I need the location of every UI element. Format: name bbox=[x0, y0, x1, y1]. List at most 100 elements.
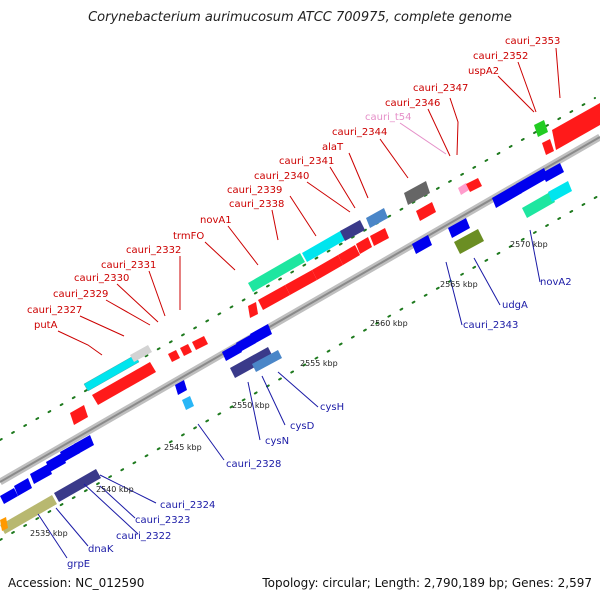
label-cauri-2324[interactable]: cauri_2324 bbox=[160, 500, 215, 511]
feature-lightblue[interactable] bbox=[182, 396, 194, 410]
feature-blue-1[interactable] bbox=[14, 478, 32, 496]
feature-blue-8[interactable] bbox=[448, 218, 470, 238]
label-udgA[interactable]: udgA bbox=[502, 300, 528, 311]
scale-label: 2570 kbp bbox=[510, 240, 548, 249]
feature-blue-3[interactable] bbox=[46, 453, 66, 472]
label-cauri-2340[interactable]: cauri_2340 bbox=[254, 171, 309, 182]
feature-red-16[interactable] bbox=[542, 139, 554, 155]
feature-red-3[interactable] bbox=[168, 350, 180, 362]
label-cauri-2352[interactable]: cauri_2352 bbox=[473, 51, 528, 62]
label-novA2[interactable]: novA2 bbox=[540, 277, 572, 288]
feature-blue-4[interactable] bbox=[60, 443, 80, 462]
label-cauri-2331[interactable]: cauri_2331 bbox=[101, 260, 156, 271]
feature-putA[interactable] bbox=[83, 354, 140, 392]
feature-cauri-2322[interactable] bbox=[54, 469, 101, 502]
label-cauri-2344[interactable]: cauri_2344 bbox=[332, 127, 387, 138]
feature-cauri-2344[interactable] bbox=[404, 181, 430, 205]
feature-trmFO[interactable] bbox=[248, 253, 305, 292]
feature-red-2[interactable] bbox=[70, 405, 88, 425]
feature-grpE[interactable] bbox=[0, 488, 18, 504]
feature-red-4[interactable] bbox=[180, 344, 192, 356]
label-cauri-2338[interactable]: cauri_2338 bbox=[229, 199, 284, 210]
feature-red-11[interactable] bbox=[370, 228, 389, 246]
label-cauri-2343[interactable]: cauri_2343 bbox=[463, 320, 518, 331]
label-trmFO[interactable]: trmFO bbox=[173, 231, 204, 242]
leader-trna bbox=[399, 122, 447, 155]
label-cauri-2346[interactable]: cauri_2346 bbox=[385, 98, 440, 109]
feature-blue-2[interactable] bbox=[30, 464, 52, 484]
feature-red-7[interactable] bbox=[285, 270, 317, 295]
accession-text: Accession: NC_012590 bbox=[8, 576, 145, 590]
feature-cysD[interactable] bbox=[230, 347, 273, 378]
label-cauri-2339[interactable]: cauri_2339 bbox=[227, 185, 282, 196]
scale-label-group: 2535 kbp 2540 kbp 2545 kbp 2550 kbp 2555… bbox=[30, 240, 548, 538]
label-alaT[interactable]: alaT bbox=[322, 142, 344, 153]
feature-red-5[interactable] bbox=[192, 336, 208, 350]
scale-label: 2545 kbp bbox=[164, 443, 202, 452]
label-cysN[interactable]: cysN bbox=[265, 436, 289, 447]
map-title: Corynebacterium aurimucosum ATCC 700975,… bbox=[88, 10, 512, 25]
label-cauri-2353[interactable]: cauri_2353 bbox=[505, 36, 560, 47]
label-cauri-2328[interactable]: cauri_2328 bbox=[226, 459, 281, 470]
feature-blue-7[interactable] bbox=[250, 324, 272, 344]
label-cauri-2327[interactable]: cauri_2327 bbox=[27, 305, 82, 316]
reverse-features bbox=[0, 163, 572, 534]
feature-red-14[interactable] bbox=[466, 178, 482, 192]
feature-blue-11[interactable] bbox=[542, 163, 564, 182]
label-cauri-2347[interactable]: cauri_2347 bbox=[413, 83, 468, 94]
label-cysD[interactable]: cysD bbox=[290, 421, 315, 432]
label-dnaK[interactable]: dnaK bbox=[88, 544, 114, 555]
feature-cyan-2[interactable] bbox=[548, 181, 572, 202]
feature-orange[interactable] bbox=[0, 517, 8, 531]
feature-cauri-2353[interactable] bbox=[534, 120, 548, 137]
feature-cauri-2328[interactable] bbox=[175, 380, 187, 395]
feature-cauri-2339[interactable] bbox=[340, 220, 365, 241]
label-cauri-2322[interactable]: cauri_2322 bbox=[116, 531, 171, 542]
feature-blue-10[interactable] bbox=[516, 168, 548, 194]
label-cauri-2329[interactable]: cauri_2329 bbox=[53, 289, 108, 300]
scale-label: 2560 kbp bbox=[370, 319, 408, 328]
feature-cysH[interactable] bbox=[252, 350, 282, 372]
feature-blue-5[interactable] bbox=[74, 435, 94, 454]
feature-red-1[interactable] bbox=[92, 362, 156, 405]
scale-label: 2540 kbp bbox=[96, 485, 134, 494]
label-cauri-2330[interactable]: cauri_2330 bbox=[74, 273, 129, 284]
label-grpE[interactable]: grpE bbox=[67, 559, 90, 570]
feature-red-9[interactable] bbox=[338, 245, 360, 265]
label-cauri-2341[interactable]: cauri_2341 bbox=[279, 156, 334, 167]
feature-alaT[interactable] bbox=[366, 208, 388, 228]
leaders-top bbox=[57, 47, 561, 356]
feature-blue-9[interactable] bbox=[492, 183, 522, 208]
label-cauri-t54[interactable]: cauri_t54 bbox=[365, 112, 412, 123]
feature-blue-6[interactable] bbox=[236, 334, 256, 352]
feature-cysN[interactable] bbox=[222, 343, 242, 361]
feature-udgA[interactable] bbox=[454, 229, 484, 254]
feature-novA2[interactable] bbox=[522, 192, 555, 218]
label-cauri-2323[interactable]: cauri_2323 bbox=[135, 515, 190, 526]
feature-red-13[interactable] bbox=[416, 202, 436, 221]
label-group-bottom: grpE dnaK cauri_2322 cauri_2323 cauri_23… bbox=[67, 277, 572, 570]
feature-red-8[interactable] bbox=[312, 255, 343, 280]
forward-features bbox=[70, 103, 600, 425]
scale-label: 2535 kbp bbox=[30, 529, 68, 538]
feature-red-10[interactable] bbox=[356, 237, 372, 254]
genome-summary-text: Topology: circular; Length: 2,790,189 bp… bbox=[262, 576, 592, 590]
track-inner-bottom bbox=[0, 194, 600, 541]
label-group-top: putA cauri_2327 cauri_2329 cauri_2330 ca… bbox=[27, 36, 560, 331]
label-novA1[interactable]: novA1 bbox=[200, 215, 232, 226]
label-putA[interactable]: putA bbox=[34, 320, 58, 331]
feature-cauri-2327[interactable] bbox=[130, 345, 152, 362]
label-uspA2[interactable]: uspA2 bbox=[468, 66, 499, 77]
label-cauri-2332[interactable]: cauri_2332 bbox=[126, 245, 181, 256]
label-cysH[interactable]: cysH bbox=[320, 402, 344, 413]
feature-red-6[interactable] bbox=[258, 285, 290, 310]
feature-cauri-t54[interactable] bbox=[458, 183, 469, 195]
feature-red-15[interactable] bbox=[552, 103, 600, 150]
feature-red-12[interactable] bbox=[248, 302, 258, 318]
feature-novA1[interactable] bbox=[302, 230, 347, 262]
scale-label: 2555 kbp bbox=[300, 359, 338, 368]
feature-dnaK[interactable] bbox=[0, 495, 57, 534]
feature-cauri-2343[interactable] bbox=[412, 235, 432, 254]
leaders-bottom bbox=[37, 229, 541, 559]
